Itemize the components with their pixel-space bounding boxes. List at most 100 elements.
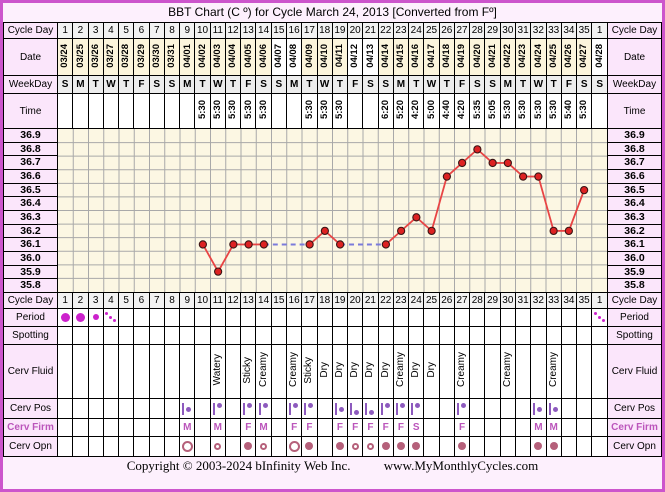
- weekday-cell: S: [362, 75, 379, 94]
- temp-point: [473, 145, 482, 154]
- cycle-day-cell: 1: [56, 292, 74, 309]
- cerv-firm-cell: [423, 418, 440, 437]
- y-axis-label: 36.4: [607, 196, 662, 211]
- weekday-cell: T: [438, 75, 455, 94]
- y-axis-label: 36.0: [607, 250, 662, 266]
- cerv-opn-cell: [423, 436, 440, 457]
- cerv-pos-cell: [148, 398, 165, 419]
- time-cell: 5:30: [331, 93, 349, 129]
- date-cell: 04/12: [347, 38, 364, 76]
- cerv-fluid-cell: Creamy: [392, 344, 410, 399]
- date-cell: 04/03: [209, 38, 226, 76]
- period-cell: [576, 308, 593, 327]
- time-cell: [163, 93, 181, 129]
- time-cell: 5:30: [514, 93, 532, 129]
- cervix-opening-symbol: [351, 442, 359, 450]
- date-cell: 04/07: [270, 38, 287, 76]
- spotting-cell: [438, 326, 455, 345]
- spotting-cell: [316, 326, 333, 345]
- cerv-fluid-cell: Dry: [362, 344, 379, 399]
- cycle-day-cell: 24: [408, 292, 425, 309]
- time-cell: 4:20: [453, 93, 471, 129]
- time-cell: 5:30: [576, 93, 593, 129]
- weekday-cell: S: [591, 75, 608, 94]
- row-label-date: Date: [3, 38, 58, 76]
- spotting-cell: [377, 326, 394, 345]
- cervix-position-symbol: [182, 402, 192, 415]
- cervix-position-symbol: [365, 402, 375, 415]
- cycle-day-cell: 12: [224, 292, 242, 309]
- y-axis-label: 35.8: [607, 278, 662, 293]
- spotting-cell: [255, 326, 272, 345]
- time-cell: 4:40: [438, 93, 455, 129]
- date-cell: 04/20: [469, 38, 486, 76]
- cervix-opening-symbol: [381, 442, 390, 451]
- date-cell: 04/21: [484, 38, 501, 76]
- period-dot-heavy: [60, 312, 70, 322]
- date-cell: 04/15: [392, 38, 410, 76]
- period-cell: [179, 308, 196, 327]
- weekday-cell: T: [194, 75, 211, 94]
- cycle-day-cell: 32: [530, 22, 547, 39]
- cerv-firm-cell: [87, 418, 104, 437]
- y-axis-label: 36.2: [3, 223, 58, 239]
- spotting-cell: [408, 326, 425, 345]
- cerv-opn-cell: [148, 436, 165, 457]
- cervix-opening-symbol: [534, 442, 543, 451]
- date-cell: 04/04: [224, 38, 242, 76]
- date-cell: 03/27: [102, 38, 120, 76]
- cycle-day-cell: 30: [499, 292, 516, 309]
- cerv-firm-cell: M: [179, 418, 196, 437]
- cerv-firm-cell: M: [545, 418, 562, 437]
- cerv-opn-cell: [560, 436, 578, 457]
- period-cell: [392, 308, 410, 327]
- weekday-cell: F: [347, 75, 364, 94]
- period-cell: [408, 308, 425, 327]
- cycle-day-cell: 7: [148, 292, 165, 309]
- date-cell: 03/31: [163, 38, 181, 76]
- cerv-firm-cell: M: [530, 418, 547, 437]
- cerv-pos-cell: [469, 398, 486, 419]
- time-cell: 5:30: [209, 93, 226, 129]
- cerv-fluid-cell: [118, 344, 135, 399]
- cycle-day-cell: 7: [148, 22, 165, 39]
- cerv-fluid-cell: [530, 344, 547, 399]
- bbt-chart-svg: [58, 129, 607, 292]
- cerv-pos-cell: [316, 398, 333, 419]
- weekday-cell: F: [560, 75, 578, 94]
- cycle-day-cell: 16: [285, 292, 303, 309]
- cerv-pos-cell: [560, 398, 578, 419]
- cycle-day-cell: 1: [591, 22, 608, 39]
- cerv-pos-cell: [408, 398, 425, 419]
- cerv-pos-cell: [240, 398, 257, 419]
- cycle-day-cell: 21: [362, 292, 379, 309]
- weekday-cell: S: [163, 75, 181, 94]
- y-axis-label: 36.2: [607, 223, 662, 239]
- date-cell: 04/02: [194, 38, 211, 76]
- period-cell: [285, 308, 303, 327]
- cycle-day-cell: 23: [392, 292, 410, 309]
- period-cell: [438, 308, 455, 327]
- site-url: www.MyMonthlyCycles.com: [383, 458, 539, 473]
- cerv-pos-cell: [270, 398, 287, 419]
- period-cell: [423, 308, 440, 327]
- y-axis-label: 36.5: [607, 182, 662, 198]
- cerv-firm-cell: F: [392, 418, 410, 437]
- time-cell: [133, 93, 150, 129]
- temp-point: [519, 172, 528, 181]
- cerv-fluid-cell: [560, 344, 578, 399]
- cerv-firm-cell: [484, 418, 501, 437]
- cycle-day-cell: 28: [469, 292, 486, 309]
- spotting-cell: [270, 326, 287, 345]
- cerv-fluid-cell: Watery: [209, 344, 226, 399]
- spotting-cell: [118, 326, 135, 345]
- cerv-pos-cell: [438, 398, 455, 419]
- period-dot-heavy: [75, 312, 85, 322]
- cerv-pos-cell: [484, 398, 501, 419]
- row-label-cerv-fluid: Cerv Fluid: [3, 344, 58, 399]
- row-label-cerv-firm: Cerv Firm: [607, 418, 662, 437]
- cerv-firm-cell: F: [347, 418, 364, 437]
- weekday-cell: S: [377, 75, 394, 94]
- time-cell: [270, 93, 287, 129]
- cerv-fluid-cell: [469, 344, 486, 399]
